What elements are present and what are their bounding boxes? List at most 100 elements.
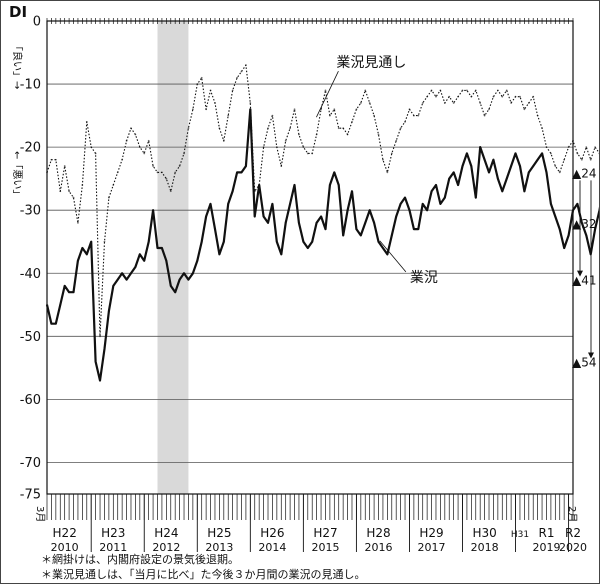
data-point: [77, 260, 79, 262]
y-axis-label: DI: [9, 3, 27, 21]
data-point: [241, 171, 243, 173]
data-point: [285, 140, 287, 142]
data-point: [356, 228, 358, 230]
data-point: [201, 77, 203, 79]
data-point: [523, 190, 525, 192]
data-point: [554, 216, 556, 218]
data-point: [157, 247, 159, 249]
data-point: [329, 184, 331, 186]
end-annotation: ▲24: [572, 166, 597, 180]
y-tick-label: -40: [20, 267, 41, 282]
plot-border: [47, 21, 573, 494]
data-point: [422, 203, 424, 205]
data-point: [568, 146, 570, 148]
data-point: [528, 102, 530, 104]
data-point: [369, 209, 371, 211]
data-point: [245, 165, 247, 167]
data-point: [99, 380, 101, 382]
data-point: [294, 184, 296, 186]
data-point: [104, 348, 106, 350]
data-point: [152, 165, 154, 167]
data-point: [439, 203, 441, 205]
data-point: [285, 222, 287, 224]
y-tick-label: -70: [20, 456, 41, 471]
data-point: [386, 171, 388, 173]
data-point: [263, 146, 265, 148]
data-point: [519, 96, 521, 98]
data-point: [506, 178, 508, 180]
x-tick-era-label: H24: [154, 526, 178, 540]
data-point: [241, 71, 243, 73]
data-point: [210, 89, 212, 91]
series-label-gyokyo: 業況: [410, 270, 438, 286]
data-point: [554, 165, 556, 167]
data-point: [188, 279, 190, 281]
data-point: [356, 108, 358, 110]
x-tick-year-label: 2020: [559, 541, 587, 554]
data-point: [448, 96, 450, 98]
data-point: [165, 178, 167, 180]
y-side-label-lower: ←「悪い」: [11, 151, 23, 199]
data-point: [152, 209, 154, 211]
data-point: [236, 171, 238, 173]
data-point: [559, 171, 561, 173]
data-point: [254, 216, 256, 218]
data-point: [347, 209, 349, 211]
data-point: [386, 253, 388, 255]
data-point: [104, 241, 106, 243]
data-point: [360, 235, 362, 237]
y-tick-label: -75: [20, 488, 41, 503]
data-point: [68, 190, 70, 192]
data-point: [329, 115, 331, 117]
data-point: [218, 127, 220, 129]
data-point: [369, 102, 371, 104]
data-point: [192, 108, 194, 110]
data-point: [581, 159, 583, 161]
data-point: [86, 253, 88, 255]
data-point: [320, 216, 322, 218]
data-point: [395, 140, 397, 142]
data-point: [590, 159, 592, 161]
data-point: [475, 89, 477, 91]
end-annotation: ▲41: [572, 274, 597, 288]
recession-shading: [158, 21, 189, 494]
data-point: [73, 291, 75, 293]
data-point: [501, 190, 503, 192]
data-point: [351, 190, 353, 192]
data-point: [347, 134, 349, 136]
data-point: [484, 159, 486, 161]
end-month-label: 2月: [566, 506, 578, 522]
data-point: [537, 115, 539, 117]
data-point: [395, 216, 397, 218]
data-point: [276, 146, 278, 148]
data-point: [165, 260, 167, 262]
data-point: [148, 140, 150, 142]
series-line-gyokyo: [47, 109, 599, 380]
data-point: [417, 228, 419, 230]
data-point: [572, 209, 574, 211]
data-point: [210, 203, 212, 205]
data-point: [117, 279, 119, 281]
data-point: [462, 165, 464, 167]
data-point: [298, 134, 300, 136]
data-point: [338, 127, 340, 129]
x-tick-era-label: H31: [511, 530, 529, 540]
start-month-label: 3月: [34, 506, 46, 522]
data-point: [541, 153, 543, 155]
data-point: [95, 361, 97, 363]
data-point: [174, 291, 176, 293]
data-point: [523, 108, 525, 110]
data-point: [174, 171, 176, 173]
data-point: [448, 178, 450, 180]
data-point: [431, 190, 433, 192]
data-point: [532, 96, 534, 98]
data-point: [378, 134, 380, 136]
data-point: [99, 335, 101, 337]
data-point: [223, 241, 225, 243]
data-point: [51, 159, 53, 161]
data-point: [254, 190, 256, 192]
data-point: [192, 272, 194, 274]
y-tick-label: -50: [20, 330, 41, 345]
data-point: [325, 89, 327, 91]
